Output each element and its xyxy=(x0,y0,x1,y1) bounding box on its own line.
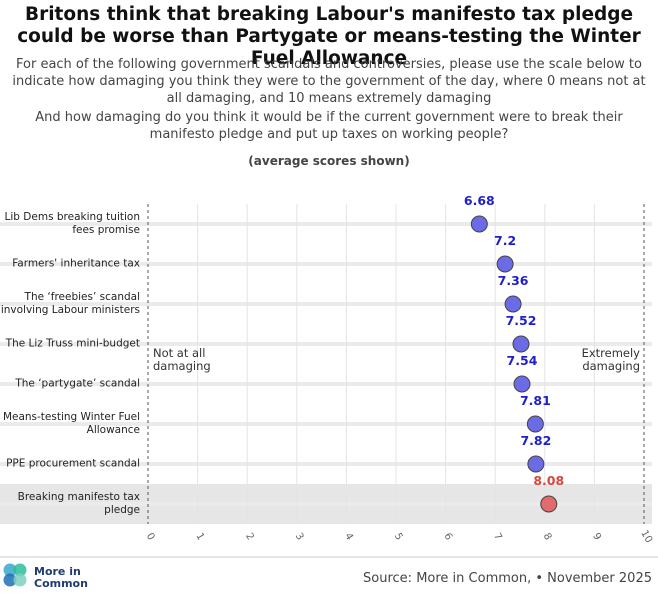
dot xyxy=(512,335,530,353)
y-tick-label: Breaking manifesto tax pledge xyxy=(17,491,140,516)
x-tick-label: 1 xyxy=(193,531,206,542)
logo-icon xyxy=(13,573,27,587)
subtitle: For each of the following government sca… xyxy=(12,57,646,106)
source: Source: More in Common, • November 2025 xyxy=(363,571,652,586)
logo-icon xyxy=(3,563,17,577)
value-label: 7.81 xyxy=(520,393,551,408)
dot xyxy=(513,375,531,393)
y-tick-label: Farmers' inheritance tax xyxy=(12,257,140,270)
note: (average scores shown) xyxy=(248,154,410,168)
chart-title: Britons think that breaking Labour's man… xyxy=(17,4,641,69)
value-label: 7.54 xyxy=(507,353,538,368)
annotation: Extremely damaging xyxy=(581,346,640,373)
x-tick-label: 8 xyxy=(541,531,554,542)
x-tick-label: 9 xyxy=(590,531,603,542)
logo-text: More in Common xyxy=(34,565,88,590)
row-stripe xyxy=(0,502,652,506)
logo-icon xyxy=(3,573,17,587)
y-tick-label: Lib Dems breaking tuition fees promise xyxy=(4,211,140,236)
value-label: 7.2 xyxy=(494,233,516,248)
row-stripe xyxy=(0,302,652,306)
row-stripe xyxy=(0,342,652,346)
value-label: 7.52 xyxy=(506,313,537,328)
value-label: 7.82 xyxy=(520,433,551,448)
value-label: 8.08 xyxy=(533,473,564,488)
y-tick-label: The ‘partygate’ scandal xyxy=(15,377,140,390)
logo-icon xyxy=(13,563,27,577)
subtitle: And how damaging do you think it would b… xyxy=(35,110,623,142)
y-tick-label: Means-testing Winter Fuel Allowance xyxy=(2,411,140,436)
x-tick-label: 10 xyxy=(638,528,654,545)
row-stripe xyxy=(0,422,652,426)
dot xyxy=(496,255,514,273)
x-tick-label: 6 xyxy=(441,531,454,542)
row-stripe xyxy=(0,262,652,266)
dot xyxy=(504,295,522,313)
x-tick-label: 3 xyxy=(293,531,306,542)
annotation: Not at all damaging xyxy=(153,346,211,373)
x-tick-label: 2 xyxy=(243,531,256,542)
x-tick-label: 7 xyxy=(491,531,504,542)
dot xyxy=(540,495,558,513)
y-tick-label: The Liz Truss mini-budget xyxy=(5,337,140,350)
x-tick-label: 4 xyxy=(342,531,355,542)
dot xyxy=(470,215,488,233)
y-tick-label: The ‘freebies’ scandal involving Labour … xyxy=(0,291,140,316)
row-stripe xyxy=(0,382,652,386)
value-label: 6.68 xyxy=(464,193,495,208)
row-stripe xyxy=(0,222,652,226)
dot xyxy=(526,415,544,433)
y-tick-label: PPE procurement scandal xyxy=(6,457,140,470)
x-tick-label: 5 xyxy=(392,531,405,542)
value-label: 7.36 xyxy=(498,273,529,288)
dot xyxy=(527,455,545,473)
row-stripe xyxy=(0,462,652,466)
x-tick-label: 0 xyxy=(144,531,157,542)
